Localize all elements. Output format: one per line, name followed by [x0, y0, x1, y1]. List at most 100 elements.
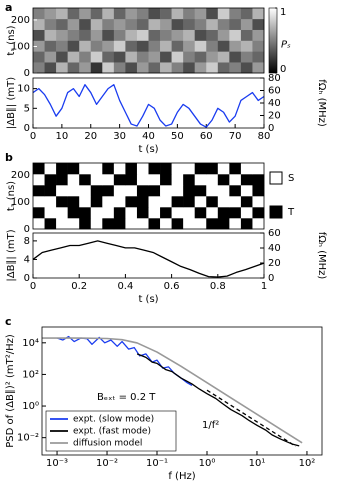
y2-axis-label: fΩₕ (MHz) [316, 232, 327, 280]
heatmap-cell [136, 196, 149, 208]
heatmap-cell [33, 218, 45, 230]
plot-frame [32, 7, 265, 74]
heatmap-cell [44, 8, 57, 20]
legend-label: T [287, 207, 295, 218]
heatmap-cell [90, 8, 103, 20]
heatmap-cell [240, 40, 253, 52]
heatmap-cell [56, 174, 68, 186]
heatmap-cell [183, 40, 195, 52]
y-tick-label: 0 [24, 123, 30, 134]
heatmap-cell [113, 51, 126, 63]
heatmap-cell [67, 62, 80, 74]
heatmap-cell [136, 40, 149, 52]
heatmap-cell [148, 218, 161, 230]
x-tick-label: 60 [200, 131, 213, 142]
heatmap-cell [44, 207, 57, 219]
heatmap-cell [171, 207, 184, 219]
heatmap-cell [194, 163, 207, 175]
x-tick-label: 10¹ [249, 458, 266, 469]
heatmap-cell [252, 218, 265, 230]
legend-label: diffusion model [73, 439, 142, 449]
heatmap-cell [240, 18, 253, 30]
y-tick-label: 200 [11, 15, 30, 26]
heatmap-cell [217, 174, 230, 186]
heatmap-cell [240, 185, 253, 197]
x-tick-label: 30 [113, 131, 126, 142]
heatmap-cell [171, 40, 184, 52]
heatmap-cell [240, 196, 253, 208]
heatmap-cell [183, 18, 195, 30]
heatmap-cell [125, 218, 138, 230]
y2-tick-label: 20 [268, 111, 281, 122]
heatmap-cell [90, 207, 103, 219]
heatmap-cell [229, 174, 242, 186]
heatmap-cell [252, 51, 265, 63]
heatmap-cell [194, 62, 207, 74]
y2-tick-label: 80 [268, 73, 281, 84]
heatmap-cell [194, 207, 207, 219]
heatmap-cell [160, 62, 172, 74]
heatmap-cell [79, 218, 92, 230]
heatmap-cell [125, 62, 138, 74]
heatmap-cell [136, 174, 149, 186]
heatmap-cell [160, 207, 172, 219]
heatmap-cell [102, 18, 115, 30]
x-tick-label: 80 [258, 131, 271, 142]
y2-tick-label: 0 [268, 123, 274, 134]
heatmap-cell [67, 18, 80, 30]
heatmap-cell [160, 218, 172, 230]
x-axis-label: f (Hz) [168, 471, 195, 482]
y-tick-label: 10⁴ [22, 338, 39, 349]
y-axis-label: tₛ (ns) [6, 181, 17, 211]
heatmap-cell [171, 218, 184, 230]
heatmap-cell [44, 174, 57, 186]
heatmap-cell [252, 8, 265, 20]
plot-frame [32, 232, 265, 279]
heatmap-cell [171, 196, 184, 208]
heatmap-cell [136, 18, 149, 30]
heatmap-cell [56, 62, 68, 74]
heatmap-cell [67, 163, 80, 175]
heatmap-cell [171, 51, 184, 63]
heatmap-cell [125, 174, 138, 186]
y-tick-label: 10 [17, 84, 30, 95]
heatmap-cell [33, 196, 45, 208]
x-tick-label: 0 [30, 281, 36, 292]
heatmap-cell [136, 8, 149, 20]
x-tick-label: 1 [261, 281, 267, 292]
heatmap-cell [79, 40, 92, 52]
series-line [32, 240, 265, 278]
heatmap-cell [125, 163, 138, 175]
heatmap-cell [171, 62, 184, 74]
heatmap-cell [229, 8, 242, 20]
heatmap-cell [67, 196, 80, 208]
heatmap-cell [229, 218, 242, 230]
y-tick-label: 200 [11, 170, 30, 181]
heatmap-cell [33, 51, 45, 63]
heatmap-cell [206, 196, 219, 208]
y2-tick-label: 60 [268, 86, 281, 97]
series-line [206, 389, 297, 447]
heatmap-cell [79, 29, 92, 41]
heatmap-cell [217, 207, 230, 219]
heatmap-cell [217, 51, 230, 63]
heatmap-cell [206, 62, 219, 74]
series-line [136, 353, 300, 447]
plot-frame [32, 77, 265, 129]
x-tick-label: 10⁻² [96, 458, 118, 469]
heatmap-cell [79, 163, 92, 175]
heatmap-cell [90, 18, 103, 30]
heatmap-cell [125, 185, 138, 197]
heatmap-cell [171, 174, 184, 186]
heatmap-cell [125, 29, 138, 41]
heatmap-cell [67, 174, 80, 186]
heatmap-cell [160, 51, 172, 63]
heatmap-cell [252, 62, 265, 74]
heatmap-cell [206, 163, 219, 175]
heatmap-cell [79, 174, 92, 186]
heatmap-cell [102, 8, 115, 20]
heatmap-cell [217, 40, 230, 52]
y2-tick-label: 40 [268, 98, 281, 109]
x-tick-label: 10⁰ [199, 458, 216, 469]
plot-frame [32, 162, 265, 230]
